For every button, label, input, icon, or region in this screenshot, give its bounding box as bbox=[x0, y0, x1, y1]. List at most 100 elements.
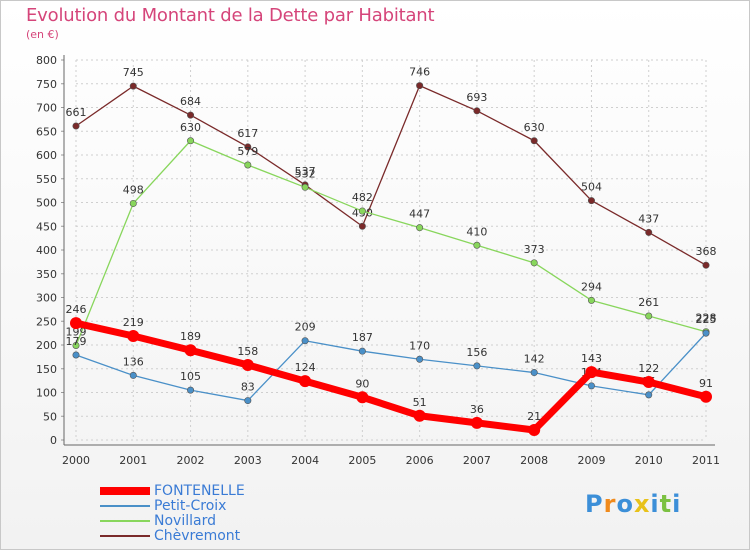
data-point-fontenelle bbox=[127, 329, 140, 342]
y-tick-label: 0 bbox=[50, 434, 57, 447]
data-label-fontenelle: 51 bbox=[413, 396, 427, 409]
data-point-fontenelle bbox=[299, 375, 312, 388]
logo-letter: o bbox=[616, 490, 634, 518]
y-tick-label: 50 bbox=[43, 410, 57, 423]
data-point-fontenelle bbox=[356, 391, 369, 404]
data-label-petit-croix: 156 bbox=[466, 346, 487, 359]
data-point-ch-vremont bbox=[587, 197, 595, 205]
series-line-fontenelle bbox=[75, 319, 707, 434]
y-tick-label: 400 bbox=[36, 244, 57, 257]
data-point-petit-croix bbox=[702, 329, 710, 337]
data-point-petit-croix bbox=[473, 362, 481, 370]
data-label-fontenelle: 246 bbox=[66, 303, 87, 316]
logo-letter: i bbox=[650, 490, 660, 518]
data-point-fontenelle bbox=[241, 358, 254, 371]
data-label-fontenelle: 124 bbox=[295, 361, 316, 374]
data-label-novillard: 498 bbox=[123, 183, 144, 196]
data-label-fontenelle: 158 bbox=[237, 345, 258, 358]
data-point-ch-vremont bbox=[187, 111, 195, 119]
data-point-ch-vremont bbox=[72, 122, 80, 130]
series-line-petit-croix bbox=[75, 332, 707, 402]
x-tick-label: 2004 bbox=[291, 454, 319, 467]
data-point-fontenelle bbox=[642, 376, 655, 389]
data-label-novillard: 228 bbox=[696, 312, 717, 325]
x-tick-label: 2005 bbox=[348, 454, 376, 467]
logo-letter: x bbox=[633, 490, 651, 518]
data-point-ch-vremont bbox=[244, 143, 252, 151]
data-point-novillard bbox=[416, 224, 424, 232]
data-point-fontenelle bbox=[585, 366, 598, 379]
data-point-fontenelle bbox=[184, 344, 197, 357]
data-label-ch-vremont: 537 bbox=[295, 165, 316, 178]
series-line-ch-vremont bbox=[75, 85, 707, 266]
y-tick-label: 800 bbox=[36, 54, 57, 67]
data-point-novillard bbox=[187, 137, 195, 145]
data-point-ch-vremont bbox=[358, 222, 366, 230]
data-point-petit-croix bbox=[244, 397, 252, 405]
data-label-novillard: 482 bbox=[352, 191, 373, 204]
data-label-ch-vremont: 437 bbox=[638, 212, 659, 225]
data-label-novillard: 199 bbox=[66, 325, 87, 338]
data-label-fontenelle: 219 bbox=[123, 316, 144, 329]
data-point-fontenelle bbox=[70, 317, 82, 330]
data-label-ch-vremont: 661 bbox=[66, 106, 87, 119]
data-point-petit-croix bbox=[645, 391, 653, 399]
y-tick-label: 100 bbox=[36, 387, 57, 400]
data-label-petit-croix: 142 bbox=[524, 353, 545, 366]
legend-label: Petit-Croix bbox=[154, 498, 227, 514]
data-point-fontenelle bbox=[528, 424, 541, 437]
chart-subtitle: (en €) bbox=[26, 28, 59, 41]
legend-swatch bbox=[100, 487, 150, 495]
legend-swatch bbox=[100, 505, 150, 507]
data-label-petit-croix: 225 bbox=[696, 313, 717, 326]
data-point-ch-vremont bbox=[416, 82, 424, 90]
data-point-petit-croix bbox=[358, 347, 366, 355]
data-label-ch-vremont: 368 bbox=[696, 245, 717, 258]
data-label-novillard: 532 bbox=[295, 167, 316, 180]
data-label-petit-croix: 83 bbox=[241, 381, 255, 394]
y-tick-label: 550 bbox=[36, 173, 57, 186]
data-label-fontenelle: 90 bbox=[355, 377, 369, 390]
data-label-fontenelle: 189 bbox=[180, 330, 201, 343]
x-tick-label: 2002 bbox=[177, 454, 205, 467]
y-tick-label: 350 bbox=[36, 268, 57, 281]
data-label-petit-croix: 209 bbox=[295, 321, 316, 334]
legend-swatch bbox=[100, 535, 150, 537]
x-tick-label: 2011 bbox=[692, 454, 720, 467]
data-point-petit-croix bbox=[530, 369, 538, 377]
data-point-novillard bbox=[301, 183, 309, 191]
x-tick-label: 2001 bbox=[119, 454, 147, 467]
data-label-petit-croix: 187 bbox=[352, 331, 373, 344]
data-label-petit-croix: 179 bbox=[66, 335, 87, 348]
x-tick-label: 2010 bbox=[635, 454, 663, 467]
y-tick-label: 200 bbox=[36, 339, 57, 352]
data-point-fontenelle bbox=[700, 390, 712, 403]
data-label-ch-vremont: 617 bbox=[237, 127, 258, 140]
x-tick-label: 2009 bbox=[577, 454, 605, 467]
data-point-petit-croix bbox=[587, 382, 595, 390]
data-point-petit-croix bbox=[129, 371, 137, 379]
logo-letter: P bbox=[585, 490, 604, 518]
logo-letter: i bbox=[672, 490, 682, 518]
y-tick-label: 450 bbox=[36, 220, 57, 233]
data-label-ch-vremont: 504 bbox=[581, 181, 602, 194]
legend-label: Chèvremont bbox=[154, 528, 241, 544]
y-tick-label: 150 bbox=[36, 363, 57, 376]
proxiti-logo: Proxiti bbox=[585, 490, 681, 518]
x-tick-label: 2000 bbox=[62, 454, 90, 467]
data-point-ch-vremont bbox=[702, 261, 710, 269]
data-point-petit-croix bbox=[301, 337, 309, 345]
data-point-novillard bbox=[244, 161, 252, 169]
data-point-ch-vremont bbox=[473, 107, 481, 115]
data-label-fontenelle: 143 bbox=[581, 352, 602, 365]
data-point-petit-croix bbox=[72, 351, 80, 359]
data-label-petit-croix: 170 bbox=[409, 339, 430, 352]
data-label-ch-vremont: 684 bbox=[180, 95, 201, 108]
series-line-novillard bbox=[75, 140, 707, 346]
data-point-novillard bbox=[473, 241, 481, 249]
data-label-petit-croix: 136 bbox=[123, 355, 144, 368]
data-label-novillard: 373 bbox=[524, 243, 545, 256]
x-tick-label: 2008 bbox=[520, 454, 548, 467]
data-label-petit-croix: 105 bbox=[180, 370, 201, 383]
